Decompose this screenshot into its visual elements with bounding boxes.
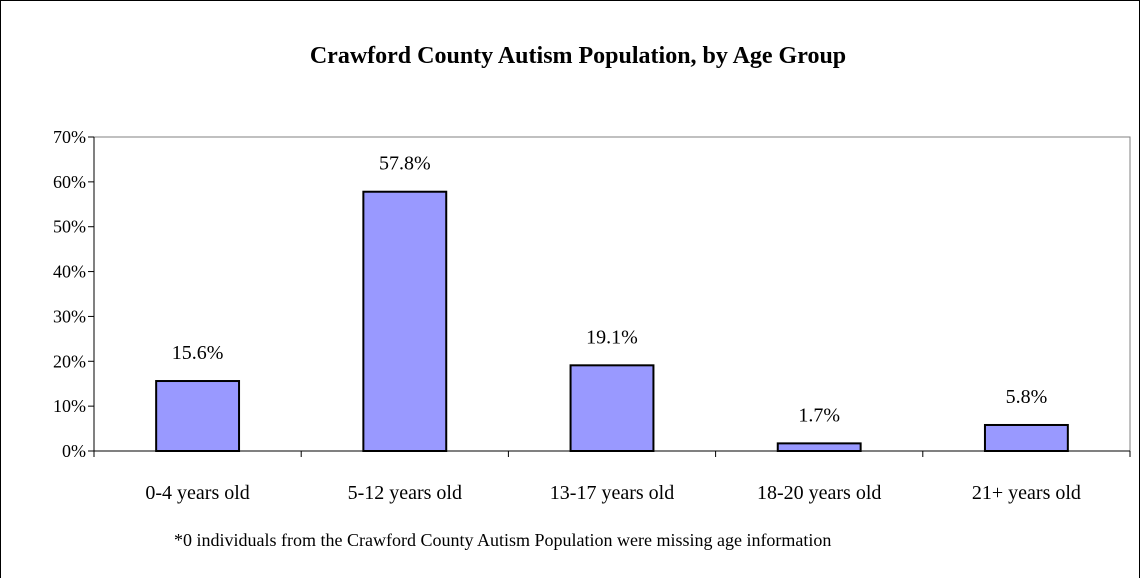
bar (362, 190, 448, 452)
y-tick-label: 20% (53, 351, 86, 371)
x-tick-label: 0-4 years old (145, 482, 249, 504)
y-tick-label: 60% (53, 172, 86, 192)
y-tick-label: 50% (53, 217, 86, 237)
x-tick-label: 5-12 years old (348, 482, 462, 504)
y-tick-label: 0% (62, 441, 86, 461)
chart-title: Crawford County Autism Population, by Ag… (310, 43, 846, 69)
data-label: 57.8% (379, 153, 431, 175)
x-tick-label: 18-20 years old (757, 482, 881, 504)
x-tick-label: 21+ years old (972, 482, 1081, 504)
x-tick-label: 13-17 years old (550, 482, 674, 504)
footnote: *0 individuals from the Crawford County … (174, 530, 832, 550)
data-label: 1.7% (798, 404, 840, 426)
bar (569, 364, 655, 452)
data-labels-group: 15.6% 57.8% 19.1% 1.7% 5.8% (172, 153, 1047, 427)
data-label: 5.8% (1006, 386, 1048, 408)
bar (776, 442, 862, 453)
y-tick-label: 70% (53, 127, 86, 147)
y-tick-label: 30% (53, 306, 86, 326)
data-label: 15.6% (172, 342, 224, 364)
bar (983, 423, 1069, 452)
y-tick-label: 10% (53, 396, 86, 416)
y-axis: 0% 10% 20% 30% 40% 50% 60% 70% (53, 127, 95, 461)
bar (155, 380, 241, 452)
x-axis: 0-4 years old 5-12 years old 13-17 years o… (93, 450, 1131, 504)
y-tick-label: 40% (53, 262, 86, 282)
data-label: 19.1% (586, 326, 638, 348)
bars-group (155, 190, 1069, 453)
